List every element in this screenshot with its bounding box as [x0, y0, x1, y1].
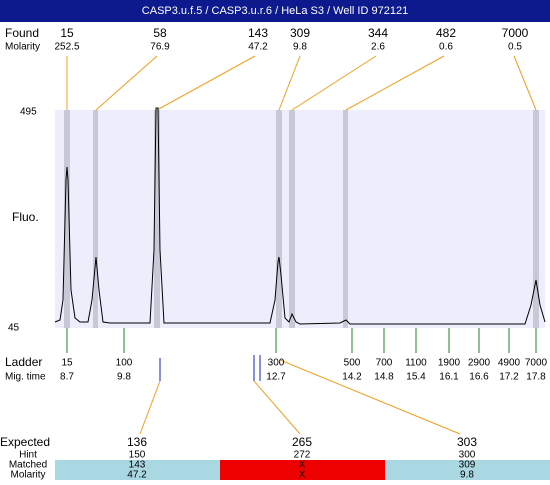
ladder-size: 300	[268, 358, 285, 369]
found-molarity: 0.6	[439, 42, 453, 53]
ladder-size: 15	[61, 358, 73, 369]
expected-label: Expected	[0, 435, 50, 449]
found-size: 482	[436, 26, 456, 40]
ladder-time: 17.2	[499, 372, 519, 383]
found-molarity: 76.9	[150, 42, 170, 53]
ladder-size: 7000	[525, 358, 548, 369]
hint: 150	[129, 450, 146, 461]
ladder-time: 14.2	[342, 372, 362, 383]
molarity: 47.2	[127, 470, 147, 480]
peak-bands	[64, 110, 539, 328]
matched: 309	[459, 460, 476, 471]
plot-area	[55, 110, 545, 328]
ladder-time: 12.7	[266, 372, 286, 383]
molarity-label: Molarity	[5, 42, 40, 53]
found-molarity: 0.5	[508, 42, 522, 53]
header-title: CASP3.u.f.5 / CASP3.u.r.6 / HeLa S3 / We…	[142, 5, 408, 17]
header-bar	[0, 0, 550, 22]
found-size: 309	[290, 26, 310, 40]
y-axis-label: Fluo.	[12, 210, 39, 224]
ladder-time: 9.8	[117, 372, 131, 383]
ladder-time: 17.8	[526, 372, 546, 383]
ladder-time: 15.4	[406, 372, 426, 383]
ladder-time: 14.8	[374, 372, 394, 383]
cell-bg	[55, 460, 220, 480]
found-label: Found	[5, 26, 39, 40]
row-label: Matched	[9, 460, 47, 471]
matched: X	[299, 460, 306, 471]
found-size: 344	[368, 26, 388, 40]
found-molarity: 252.5	[54, 42, 79, 53]
hint: 272	[294, 450, 311, 461]
found-molarity: 2.6	[371, 42, 385, 53]
ladder-size: 1900	[438, 358, 461, 369]
expected-size: 303	[457, 435, 477, 449]
ladder-size: 100	[116, 358, 133, 369]
mig-time-label: Mig. time	[5, 372, 46, 383]
ladder-time: 8.7	[60, 372, 74, 383]
matched: 143	[129, 460, 146, 471]
cell-bg	[220, 460, 385, 480]
row-label: Molarity	[10, 470, 45, 480]
row-label: Hint	[19, 450, 37, 461]
ladder-time: 16.1	[439, 372, 459, 383]
ladder-size: 2900	[468, 358, 491, 369]
found-size: 143	[248, 26, 268, 40]
found-connectors	[66, 55, 537, 111]
found-size: 15	[60, 26, 74, 40]
expected-connectors	[139, 359, 461, 435]
y-min-label: 45	[8, 323, 20, 334]
expected-size: 136	[127, 435, 147, 449]
ladder-size: 500	[344, 358, 361, 369]
ladder-size: 700	[376, 358, 393, 369]
expected-markers	[159, 355, 261, 381]
trace	[54, 107, 546, 325]
molarity: X	[299, 470, 306, 480]
expected-size: 265	[292, 435, 312, 449]
ladder-size: 4900	[498, 358, 521, 369]
found-molarity: 9.8	[293, 42, 307, 53]
ladder-label: Ladder	[5, 355, 42, 369]
ladder-size: 1100	[405, 358, 427, 369]
found-molarity: 47.2	[248, 42, 268, 53]
cell-bg	[385, 460, 550, 480]
y-max-label: 495	[20, 107, 37, 118]
found-size: 58	[153, 26, 167, 40]
found-size: 7000	[502, 26, 529, 40]
ladder-time: 16.6	[469, 372, 489, 383]
molarity: 9.8	[460, 470, 474, 480]
hint: 300	[459, 450, 476, 461]
